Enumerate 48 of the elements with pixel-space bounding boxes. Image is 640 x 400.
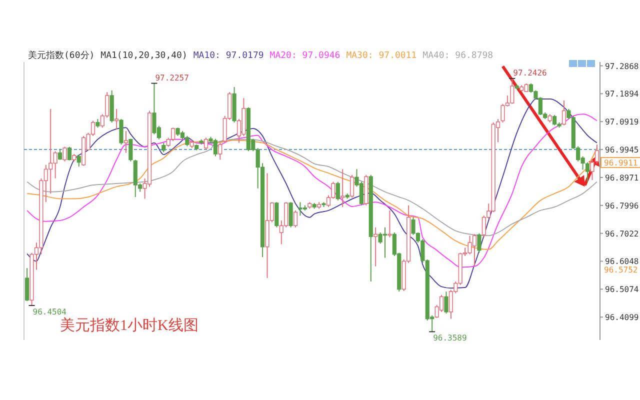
candlestick xyxy=(336,181,340,201)
candlestick xyxy=(25,268,30,302)
candlestick xyxy=(340,168,345,208)
y-tick-label: 96.6048 xyxy=(605,257,639,266)
candlestick xyxy=(374,226,378,267)
text: 97.2257 xyxy=(155,73,189,82)
candlestick xyxy=(288,202,293,228)
candlestick xyxy=(204,137,208,150)
text: 97.2426 xyxy=(513,68,547,78)
text: 96.9911 xyxy=(604,158,638,168)
candlestick xyxy=(114,108,119,130)
candlestick xyxy=(590,159,594,181)
y-tick-label: 96.8971 xyxy=(605,173,639,182)
text: MA20: 97.0946 xyxy=(270,51,340,61)
candlestick xyxy=(562,100,566,126)
candlestick xyxy=(350,174,354,198)
chart-title: 美元指数(60分) xyxy=(28,50,95,61)
chart-subtitle: MA1(10,20,30,40) xyxy=(100,51,188,61)
y-tick-label: 96.7996 xyxy=(605,201,639,210)
y-tick-label: 96.4099 xyxy=(605,313,639,322)
text: MA10: 97.0179 xyxy=(193,51,264,61)
candlestick xyxy=(119,118,124,146)
candlestick xyxy=(162,142,166,153)
text: 96.3589 xyxy=(433,334,467,343)
text: 96.5752 xyxy=(604,266,638,275)
candlestick xyxy=(62,146,67,162)
annotation: 美元指数1小时K线图 xyxy=(60,317,198,334)
candlestick xyxy=(388,210,392,238)
text: MA30: 97.0011 xyxy=(346,51,417,61)
candlestick xyxy=(128,138,133,162)
candlestick xyxy=(67,146,72,161)
candlestick xyxy=(76,154,81,168)
candlestick xyxy=(585,162,590,182)
candlestick xyxy=(444,291,448,314)
y-tick-label: 97.0919 xyxy=(605,118,639,127)
y-tick-label: 96.9945 xyxy=(605,146,639,155)
candlestick xyxy=(274,202,279,228)
line-series xyxy=(26,98,598,289)
text: 96.4504 xyxy=(32,307,66,316)
y-tick-label: 96.7022 xyxy=(605,229,639,238)
y-tick-label: 97.2868 xyxy=(605,62,639,71)
y-tick-label: 96.5074 xyxy=(605,285,639,294)
text: MA40: 96.8798 xyxy=(422,51,494,61)
candlestick xyxy=(124,130,128,154)
candlestick xyxy=(293,210,298,228)
candlestick xyxy=(477,232,482,254)
candlestick xyxy=(218,142,222,160)
y-tick-label: 97.1894 xyxy=(605,90,639,99)
